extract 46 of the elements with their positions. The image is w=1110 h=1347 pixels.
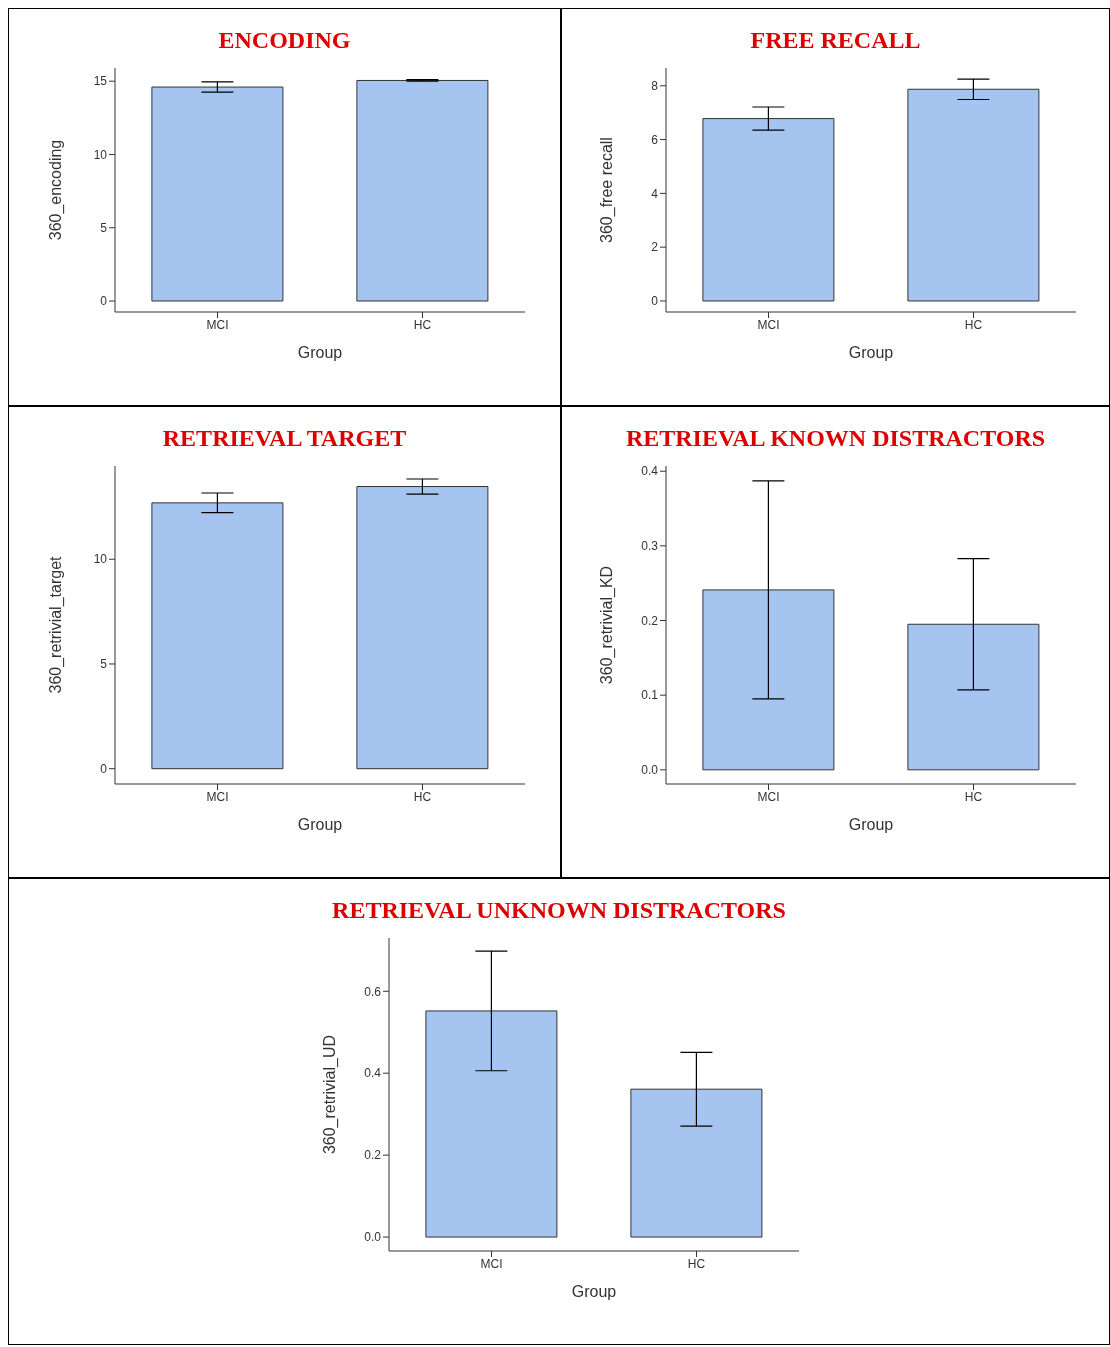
x-axis-title: Group — [297, 344, 342, 361]
x-tick-label: HC — [687, 1256, 706, 1271]
y-tick-label: 6 — [650, 132, 658, 147]
x-axis-title: Group — [297, 816, 342, 833]
y-tick-label: 10 — [93, 552, 107, 567]
y-tick-label: 15 — [93, 74, 107, 89]
y-tick-label: 0.6 — [364, 984, 382, 999]
y-tick-label: 0 — [99, 761, 107, 776]
x-tick-label: MCI — [757, 789, 779, 804]
y-axis-title: 360_encoding — [46, 139, 65, 241]
y-tick-label: 5 — [99, 221, 107, 235]
x-tick-label: HC — [413, 789, 431, 804]
x-tick-label: MCI — [757, 317, 779, 332]
x-axis-title: Group — [571, 1283, 617, 1300]
chart-title: FREE RECALL — [750, 27, 921, 54]
y-tick-label: 0.2 — [640, 613, 658, 628]
y-axis-title: 360_retrivial_KD — [597, 565, 616, 685]
x-tick-label: HC — [964, 317, 982, 332]
y-tick-label: 0.2 — [364, 1148, 382, 1163]
y-tick-label: 0.0 — [640, 763, 658, 778]
chart-title: RETRIEVAL KNOWN DISTRACTORS — [625, 425, 1046, 452]
y-tick-label: 2 — [650, 240, 658, 255]
x-tick-label: HC — [413, 317, 431, 332]
x-axis-title: Group — [848, 816, 893, 833]
x-tick-label: MCI — [480, 1256, 503, 1271]
y-tick-label: 0.0 — [364, 1230, 382, 1245]
y-axis-title: 360_retrivial_UD — [320, 1034, 339, 1155]
y-tick-label: 5 — [99, 657, 107, 672]
x-axis-title: Group — [848, 344, 893, 361]
y-axis-title: 360_retrivial_target — [46, 555, 65, 694]
y-tick-label: 0.1 — [640, 688, 658, 703]
chart-title: RETRIEVAL TARGET — [162, 425, 407, 452]
y-tick-label: 0 — [99, 294, 107, 309]
y-tick-label: 4 — [650, 186, 658, 201]
y-tick-label: 0 — [650, 294, 658, 309]
y-tick-label: 8 — [650, 79, 658, 94]
y-tick-label: 0.4 — [640, 464, 658, 479]
y-tick-label: 0.4 — [364, 1066, 382, 1081]
y-axis-title: 360_free recall — [597, 137, 616, 243]
x-tick-label: HC — [964, 789, 982, 804]
y-tick-label: 0.3 — [640, 539, 658, 554]
chart-title: RETRIEVAL UNKNOWN DISTRACTORS — [332, 897, 786, 924]
chart-title: ENCODING — [218, 27, 351, 54]
x-tick-label: MCI — [206, 317, 228, 332]
y-tick-label: 10 — [93, 147, 107, 162]
x-tick-label: MCI — [206, 789, 228, 804]
